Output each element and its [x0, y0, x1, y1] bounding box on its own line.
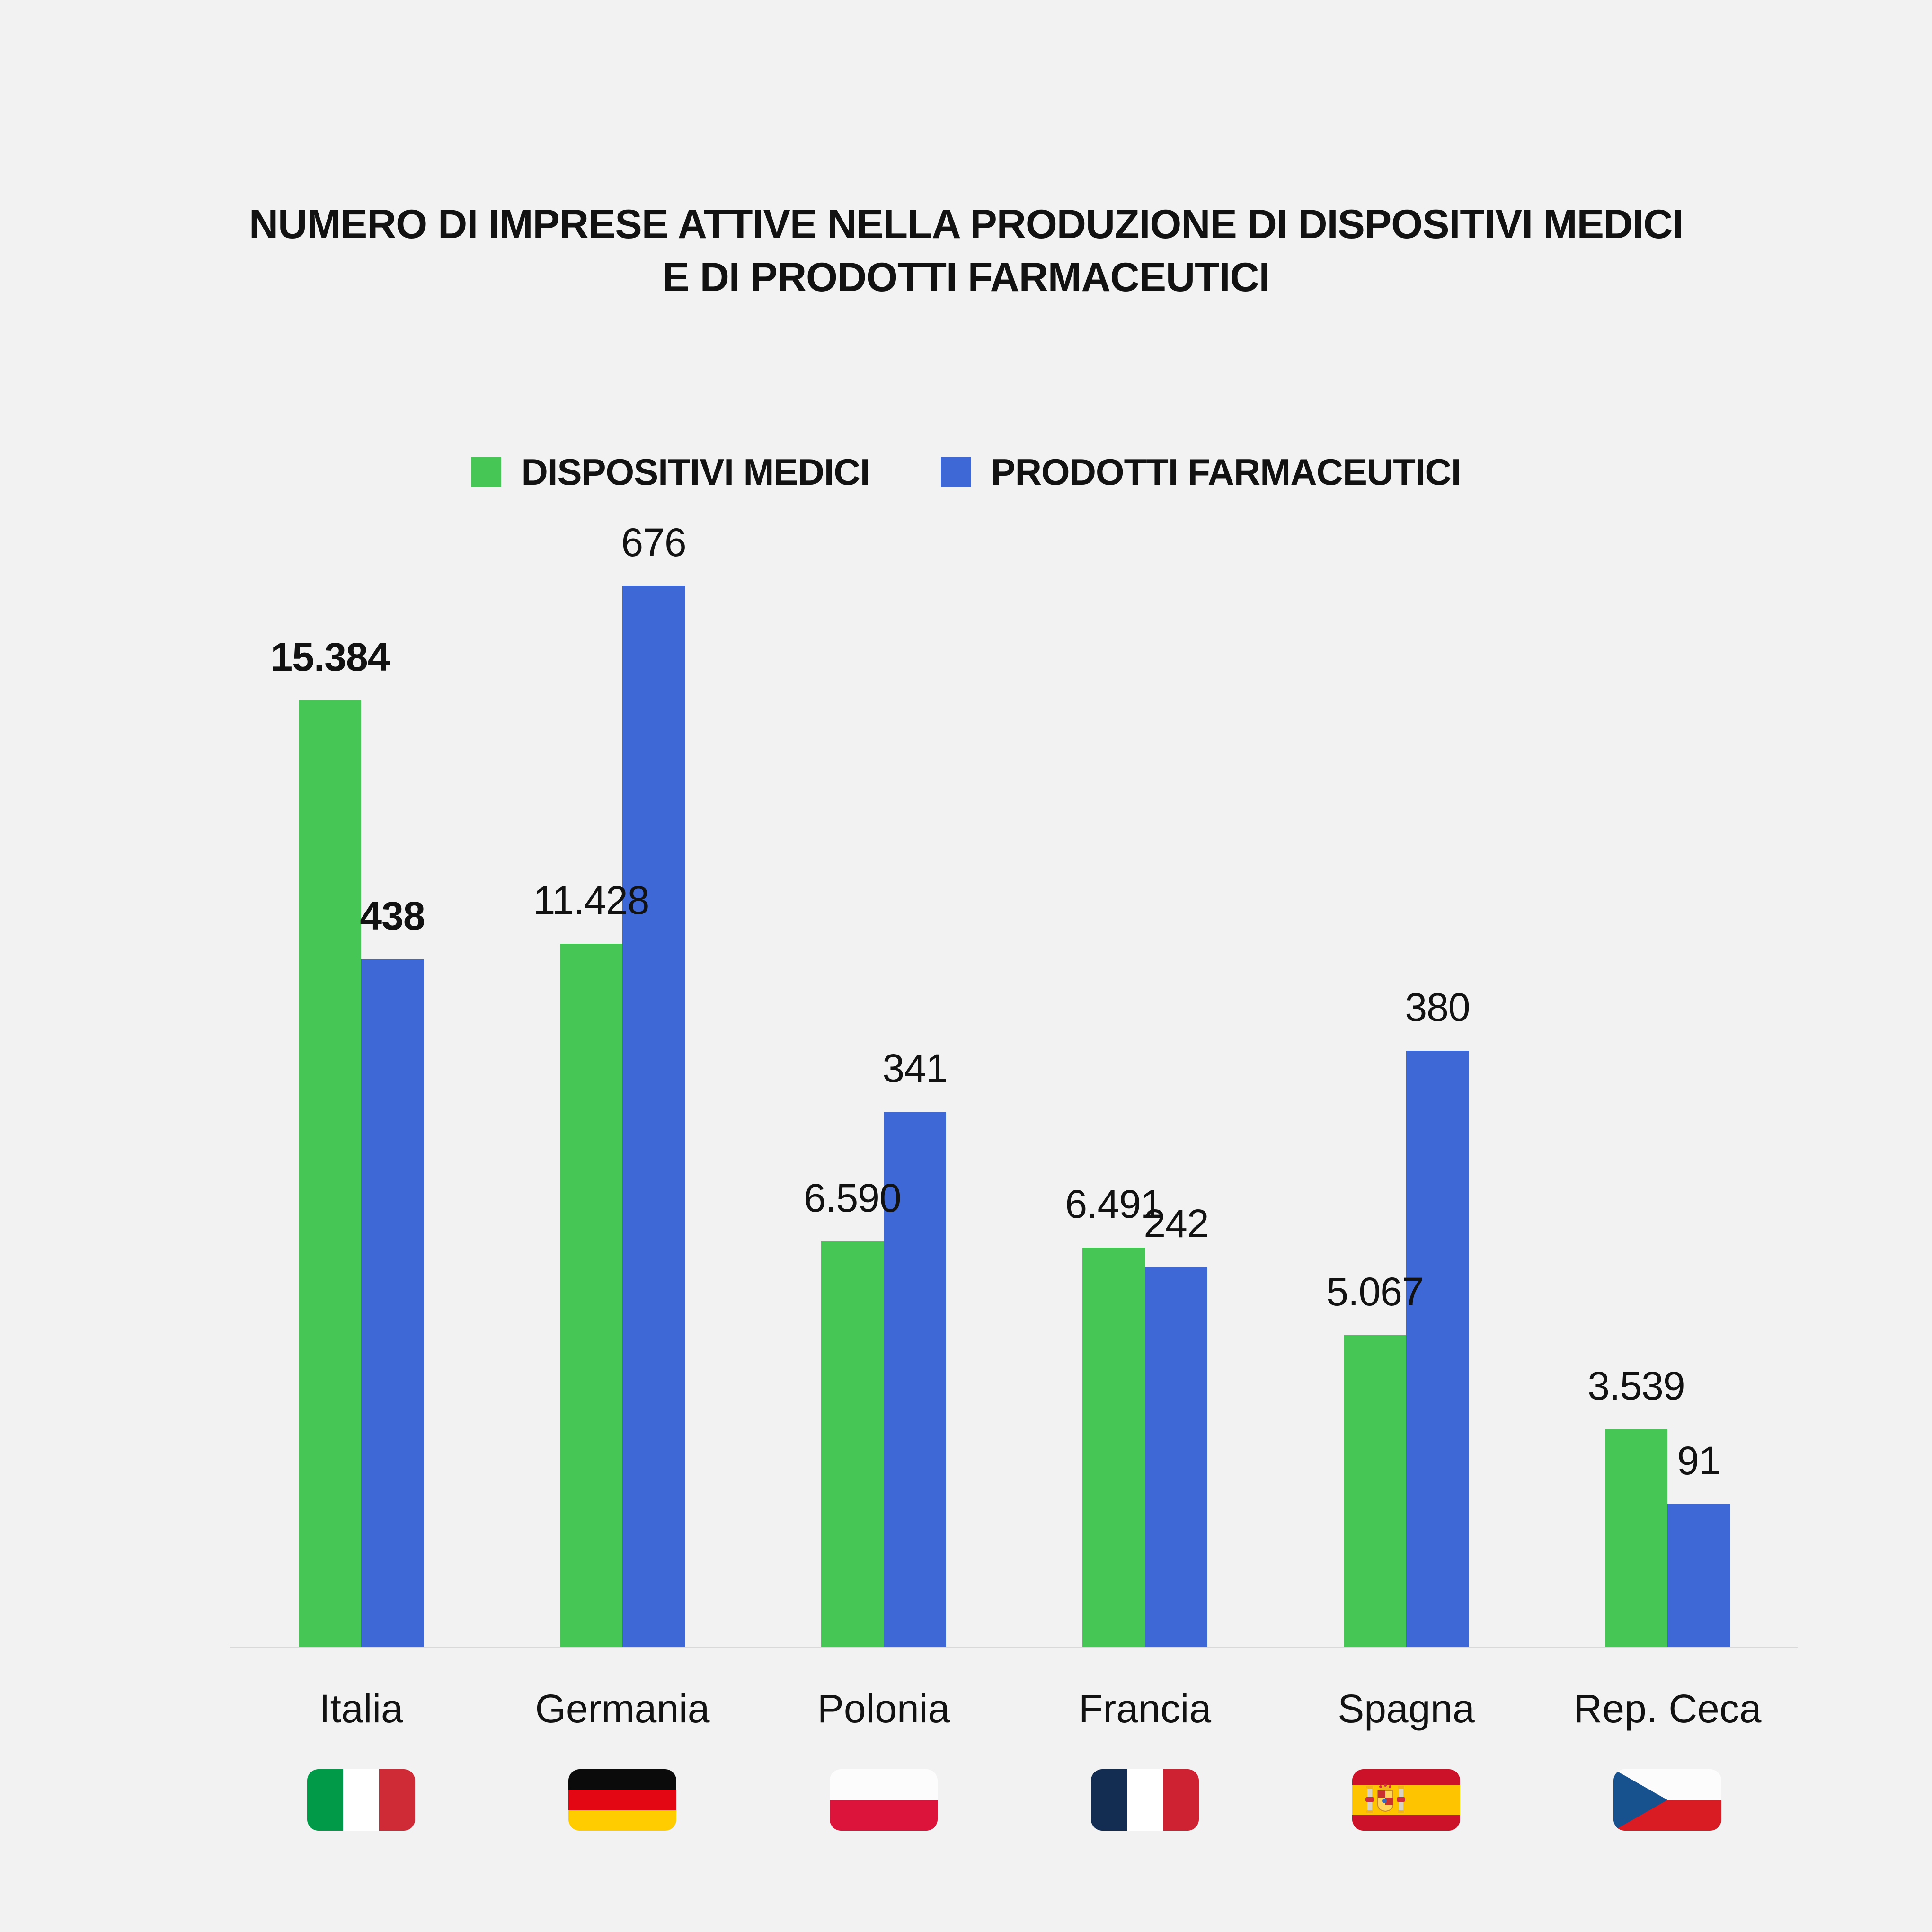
category-label: Polonia	[817, 1686, 950, 1731]
legend-swatch-green	[471, 457, 502, 487]
bar-dispositivi-medici	[1605, 1429, 1667, 1647]
chart-title-line2: E DI PRODOTTI FARMACEUTICI	[662, 255, 1270, 300]
category-group: 6.491 242 Francia	[1014, 0, 1276, 1932]
legend-swatch-blue	[940, 457, 971, 487]
legend-item-dispositivi-medici: DISPOSITIVI MEDICI	[471, 451, 870, 493]
value-label-prodotti-farmaceutici: 676	[621, 520, 686, 565]
bar-dispositivi-medici	[1344, 1335, 1406, 1647]
value-label-dispositivi-medici: 15.384	[270, 635, 390, 679]
bar-dispositivi-medici	[560, 944, 622, 1647]
value-label-dispositivi-medici: 11.428	[533, 878, 650, 922]
flag-francia	[1091, 1769, 1199, 1831]
category-label: Spagna	[1338, 1686, 1475, 1731]
legend-label-dispositivi-medici: DISPOSITIVI MEDICI	[521, 451, 870, 493]
value-label-dispositivi-medici: 5.067	[1326, 1269, 1424, 1314]
value-label-prodotti-farmaceutici: 242	[1143, 1201, 1209, 1246]
category-group: 5.067 380 Spagna	[1276, 0, 1537, 1932]
category-label: Rep. Ceca	[1573, 1686, 1762, 1731]
bar-dispositivi-medici	[821, 1241, 884, 1647]
x-axis-line	[230, 1647, 1798, 1648]
value-label-dispositivi-medici: 6.590	[804, 1176, 901, 1220]
bar-chart: 15.384 438 Italia 11.428 676 Germania 6.…	[230, 0, 1798, 1932]
category-label: Germania	[535, 1686, 710, 1731]
bar-prodotti-farmaceutici	[884, 1112, 946, 1647]
legend: DISPOSITIVI MEDICI PRODOTTI FARMACEUTICI	[0, 453, 1932, 490]
category-label: Francia	[1078, 1686, 1212, 1731]
category-group: 3.539 91 Rep. Ceca	[1537, 0, 1798, 1932]
flag-spagna	[1352, 1769, 1460, 1831]
legend-item-prodotti-farmaceutici: PRODOTTI FARMACEUTICI	[940, 451, 1462, 493]
value-label-prodotti-farmaceutici: 91	[1677, 1438, 1720, 1483]
value-label-dispositivi-medici: 3.539	[1587, 1364, 1685, 1408]
bar-prodotti-farmaceutici	[1406, 1051, 1469, 1647]
category-group: 15.384 438 Italia	[230, 0, 492, 1932]
chart-title-line1: NUMERO DI IMPRESE ATTIVE NELLA PRODUZION…	[248, 202, 1684, 247]
value-label-prodotti-farmaceutici: 341	[882, 1046, 948, 1090]
chart-title: NUMERO DI IMPRESE ATTIVE NELLA PRODUZION…	[0, 198, 1932, 304]
category-group: 6.590 341 Polonia	[753, 0, 1014, 1932]
category-group: 11.428 676 Germania	[492, 0, 753, 1932]
flag-rep-ceca	[1613, 1769, 1721, 1831]
bar-dispositivi-medici	[1082, 1248, 1145, 1647]
legend-label-prodotti-farmaceutici: PRODOTTI FARMACEUTICI	[991, 451, 1462, 493]
flag-germania	[568, 1769, 676, 1831]
category-label: Italia	[319, 1686, 403, 1731]
value-label-dispositivi-medici: 6.491	[1065, 1182, 1162, 1226]
flag-polonia	[830, 1769, 938, 1831]
bar-prodotti-farmaceutici	[361, 959, 424, 1647]
value-label-prodotti-farmaceutici: 438	[360, 894, 425, 938]
bar-dispositivi-medici	[299, 700, 361, 1647]
bar-prodotti-farmaceutici	[1145, 1267, 1207, 1647]
bar-prodotti-farmaceutici	[622, 586, 685, 1647]
value-label-prodotti-farmaceutici: 380	[1405, 985, 1470, 1029]
flag-italia	[307, 1769, 415, 1831]
bar-prodotti-farmaceutici	[1667, 1504, 1730, 1647]
